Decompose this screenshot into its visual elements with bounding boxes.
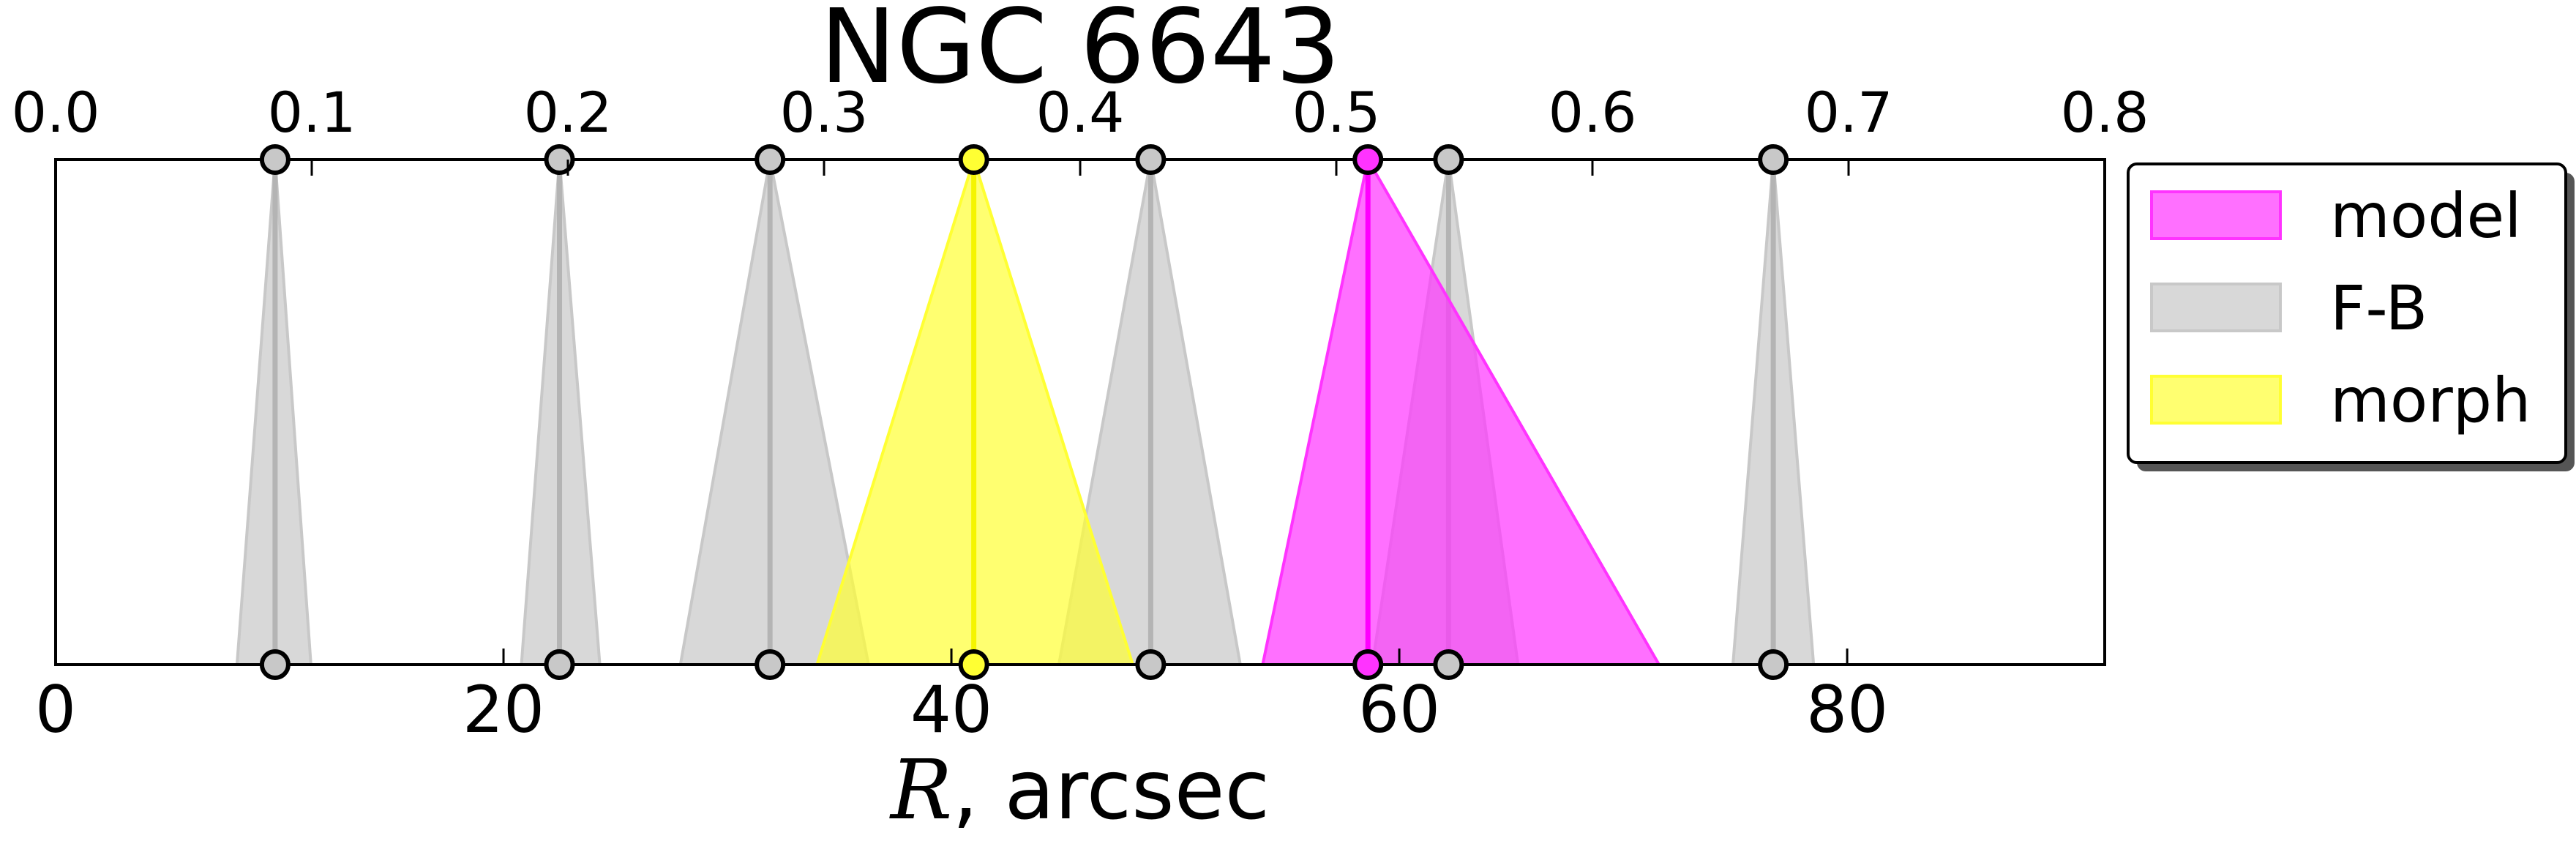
model-marker-bottom-0 — [1352, 649, 1384, 680]
f-b-marker-bottom-2 — [755, 649, 786, 680]
top-tick-label-0: 0.0 — [12, 80, 100, 145]
legend-swatch-morph — [2150, 375, 2282, 425]
chart-title: NGC 6643 — [820, 0, 1341, 107]
f-b-marker-top-5 — [1758, 144, 1789, 175]
x-axis-label: R, arcsec — [889, 743, 1270, 838]
morph-marker-bottom-0 — [958, 649, 989, 680]
series-layer — [235, 158, 1816, 666]
top-tick-label-4: 0.4 — [1036, 80, 1125, 145]
top-tick-label-5: 0.5 — [1292, 80, 1381, 145]
top-tick-label-6: 0.6 — [1549, 80, 1637, 145]
bottom-tick-label-3: 60 — [1358, 672, 1440, 747]
f-b-marker-bottom-1 — [544, 649, 575, 680]
top-tick-label-1: 0.1 — [268, 80, 356, 145]
ticks-layer: 0 20 40 60 80 0.0 0.1 0.2 0.3 0.4 0.5 0.6 0.7 0.8 — [12, 80, 2149, 747]
top-tick-label-3: 0.3 — [780, 80, 869, 145]
bottom-tick-label-4: 80 — [1806, 672, 1888, 747]
f-b-marker-bottom-4 — [1433, 649, 1464, 680]
bottom-tick-label-2: 40 — [910, 672, 992, 747]
legend-label-morph: morph — [2330, 365, 2531, 436]
legend-label-f-b: F-B — [2330, 272, 2427, 344]
model-marker-top-0 — [1352, 144, 1384, 175]
x-axis-label-symbol: R — [889, 743, 952, 838]
bottom-tick-label-1: 20 — [463, 672, 544, 747]
bottom-tick-label-0: 0 — [35, 672, 76, 747]
f-b-marker-bottom-5 — [1758, 649, 1789, 680]
legend: model F-B morph — [2127, 162, 2575, 471]
f-b-marker-top-1 — [544, 144, 575, 175]
top-tick-label-7: 0.7 — [1805, 80, 1893, 145]
legend-swatch-f-b — [2150, 283, 2282, 332]
legend-swatch-model — [2150, 190, 2282, 240]
model-triangle-0 — [1261, 158, 1661, 666]
f-b-marker-bottom-0 — [259, 649, 291, 680]
legend-label-model: model — [2330, 180, 2522, 252]
f-b-marker-top-4 — [1433, 144, 1464, 175]
f-b-marker-top-0 — [259, 144, 291, 175]
markers-layer — [259, 144, 1789, 680]
x-axis-label-unit: , arcsec — [952, 743, 1270, 838]
top-tick-label-8: 0.8 — [2061, 80, 2149, 145]
f-b-marker-bottom-3 — [1135, 649, 1167, 680]
morph-marker-top-0 — [958, 144, 989, 175]
top-tick-label-2: 0.2 — [524, 80, 613, 145]
f-b-marker-top-3 — [1135, 144, 1167, 175]
f-b-marker-top-2 — [755, 144, 786, 175]
